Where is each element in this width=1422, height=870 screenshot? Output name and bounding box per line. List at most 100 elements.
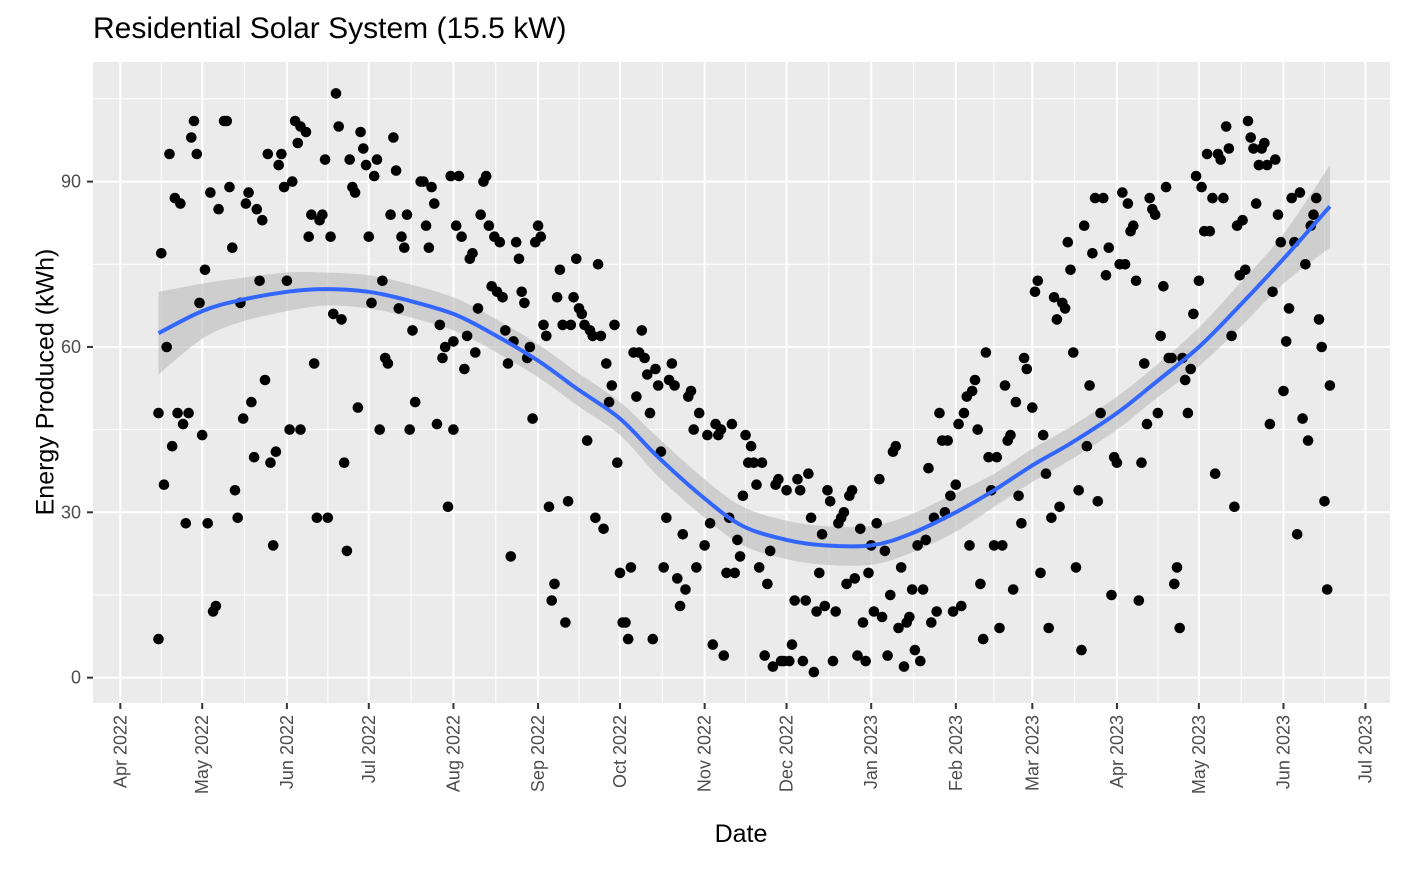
data-point: [1065, 264, 1076, 276]
data-point: [934, 407, 945, 419]
data-point: [1188, 308, 1199, 320]
data-point: [205, 187, 216, 198]
data-point: [300, 126, 312, 138]
data-point: [745, 440, 757, 452]
data-point: [532, 220, 544, 231]
x-tick-label: Apr 2022: [110, 715, 130, 788]
data-point: [614, 567, 626, 579]
data-point: [1313, 314, 1325, 325]
data-point: [1013, 490, 1024, 502]
data-point: [388, 132, 399, 143]
data-point: [699, 540, 710, 551]
data-point: [1267, 286, 1278, 298]
data-point: [232, 512, 243, 524]
data-point: [1059, 303, 1071, 314]
y-tick-label: 90: [61, 172, 81, 192]
data-point: [898, 661, 910, 672]
chart-title: Residential Solar System (15.5 kW): [93, 12, 567, 45]
data-point: [257, 214, 268, 226]
data-point: [917, 584, 929, 595]
data-point: [601, 358, 612, 369]
data-point: [753, 562, 765, 573]
data-point: [1215, 154, 1226, 165]
data-point: [164, 148, 175, 160]
data-point: [1248, 143, 1259, 154]
data-point: [497, 292, 508, 303]
data-point: [276, 148, 287, 160]
data-point: [994, 622, 1005, 634]
data-point: [576, 308, 588, 320]
data-point: [792, 473, 803, 485]
data-point: [647, 633, 659, 645]
data-point: [975, 578, 986, 590]
data-point: [1324, 380, 1336, 391]
data-point: [240, 198, 252, 209]
data-point: [702, 429, 713, 441]
data-point: [612, 457, 623, 469]
data-point: [852, 650, 863, 661]
data-point: [1103, 242, 1115, 253]
data-point: [1166, 352, 1177, 364]
data-point: [997, 540, 1008, 551]
data-point: [1027, 402, 1038, 413]
data-point: [923, 462, 934, 474]
data-point: [1117, 187, 1128, 198]
data-point: [1209, 468, 1221, 480]
data-point: [947, 606, 959, 617]
data-point: [620, 617, 631, 628]
data-point: [325, 231, 336, 242]
data-point: [453, 170, 465, 182]
data-point: [808, 666, 820, 678]
data-point: [336, 314, 347, 325]
data-point: [1278, 385, 1289, 397]
x-axis: Apr 2022 May 2022 Jun 2022 Jul 2022 Aug 2022…: [110, 703, 1375, 794]
data-point: [1007, 584, 1019, 595]
confidence-ribbon: [158, 165, 1330, 566]
data-point: [1016, 518, 1027, 529]
data-point: [1272, 209, 1284, 220]
data-point: [377, 275, 388, 287]
data-point: [1054, 501, 1065, 513]
data-points: [153, 88, 1336, 678]
data-point: [524, 341, 536, 353]
data-point: [328, 308, 339, 320]
data-point: [166, 440, 178, 452]
data-point: [505, 551, 517, 562]
data-point: [587, 330, 598, 342]
data-point: [396, 231, 407, 242]
data-point: [251, 203, 263, 215]
data-point: [1275, 236, 1287, 248]
data-point: [794, 485, 806, 496]
data-point: [535, 231, 547, 242]
x-tick-label: Oct 2022: [610, 715, 630, 788]
x-tick-label: Jun 2023: [1274, 715, 1294, 789]
data-point: [306, 209, 317, 220]
data-point: [655, 446, 667, 458]
data-point: [186, 132, 197, 143]
data-point: [571, 253, 582, 265]
data-point: [546, 595, 557, 606]
data-point: [172, 407, 183, 419]
data-point: [543, 501, 555, 513]
data-point: [1264, 418, 1276, 430]
data-point: [748, 457, 760, 469]
data-point: [562, 496, 574, 507]
data-point: [549, 578, 560, 590]
data-point: [1040, 468, 1052, 480]
data-point: [1283, 303, 1295, 314]
data-point: [267, 540, 279, 551]
data-point: [1010, 396, 1022, 408]
data-point: [513, 253, 525, 265]
data-point: [311, 512, 323, 524]
data-point: [1081, 440, 1093, 452]
data-point: [445, 170, 457, 182]
data-point: [642, 369, 653, 380]
data-point: [734, 551, 746, 562]
data-point: [1149, 209, 1161, 220]
data-point: [966, 385, 978, 397]
data-point: [598, 523, 609, 535]
data-point: [270, 446, 282, 458]
data-point: [857, 617, 869, 628]
data-point: [786, 639, 798, 650]
data-point: [448, 336, 459, 347]
